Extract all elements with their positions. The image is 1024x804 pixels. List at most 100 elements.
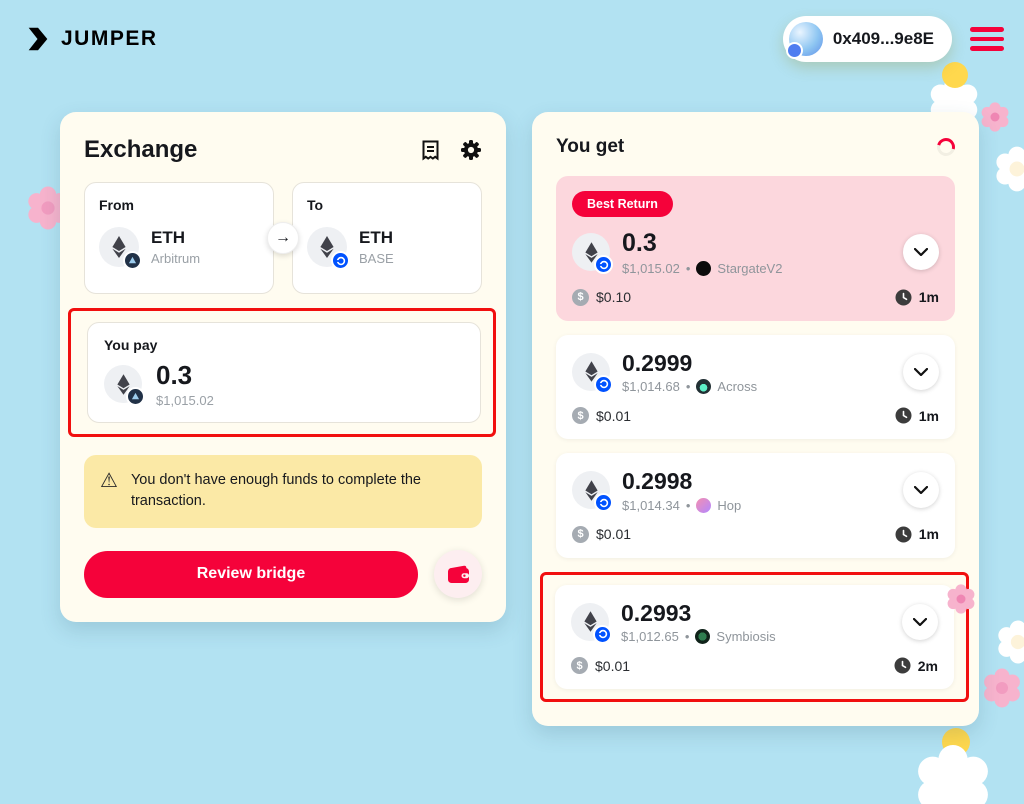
gas-fee-icon: $ [572, 407, 589, 425]
flower-decoration [996, 146, 1024, 192]
transaction-history-icon[interactable] [421, 140, 440, 161]
flower-decoration [947, 584, 975, 614]
duration-icon [895, 407, 912, 424]
menu-bar [970, 46, 1004, 51]
swap-direction-arrow[interactable]: → [267, 222, 299, 254]
arbitrum-chain-badge-icon [126, 387, 145, 407]
base-chain-badge-icon [594, 374, 613, 394]
provider-name: Across [717, 379, 758, 395]
you-pay-usd-value: $1,015.02 [156, 392, 214, 408]
duration-icon [894, 657, 911, 674]
gas-fee-icon: $ [572, 288, 589, 306]
you-pay-amount[interactable]: 0.3 [156, 360, 193, 390]
eth-token-icon [99, 227, 142, 270]
wallet-avatar-icon [785, 22, 823, 59]
gas-fee-value: $0.01 [596, 407, 632, 424]
flower-decoration [918, 744, 988, 804]
you-pay-input[interactable]: You pay 0.3 $1,015.02 [87, 322, 481, 423]
quote-amount: 0.2993 [621, 599, 692, 626]
expand-quote-button[interactable] [903, 234, 939, 271]
eth-token-icon [571, 602, 612, 644]
quote-amount: 0.2998 [622, 468, 693, 495]
to-token-symbol: ETH [359, 228, 393, 247]
you-pay-highlight-annotation: You pay 0.3 $1,015.02 [68, 308, 496, 437]
duration-value: 1m [918, 289, 939, 306]
you-pay-label: You pay [104, 337, 158, 353]
gas-fee-icon: $ [572, 525, 589, 543]
jumper-logo-text: JUMPER [61, 27, 158, 50]
duration-icon [895, 526, 912, 543]
top-bar: JUMPER 0x409...9e8E [0, 0, 1024, 78]
review-bridge-button[interactable]: Review bridge [84, 550, 418, 598]
refresh-spinner-icon [933, 134, 959, 160]
yellow-dot-decoration [942, 62, 968, 88]
quote-card[interactable]: 0.2999 $1,014.68 • Across $ $0.01 [556, 334, 955, 440]
to-token-selector[interactable]: To ETH BASE [292, 182, 482, 294]
exchange-card: Exchange From ETH [60, 112, 506, 623]
eth-token-icon [307, 227, 350, 270]
expand-quote-button[interactable] [903, 472, 939, 509]
to-label: To [307, 197, 324, 213]
base-chain-badge-icon [331, 251, 350, 270]
hop-icon [696, 497, 712, 513]
top-right-controls: 0x409...9e8E [782, 16, 1004, 62]
quote-usd-value: $1,014.68 [622, 379, 680, 395]
separator-dot: • [685, 379, 691, 395]
wallet-funds-button[interactable] [434, 550, 482, 599]
warning-text: You don't have enough funds to complete … [130, 471, 421, 510]
eth-token-icon [572, 233, 613, 275]
duration-icon [895, 289, 912, 306]
jumper-logo-icon [28, 27, 48, 51]
best-return-badge: Best Return [572, 191, 673, 217]
quotes-card: You get Best Return 0.3 $1,015.02 • Star… [532, 112, 979, 727]
quote-usd-value: $1,012.65 [621, 629, 679, 645]
quote-card[interactable]: 0.2993 $1,012.65 • Symbiosis $ [555, 584, 954, 690]
gas-fee-value: $0.10 [596, 289, 632, 306]
from-to-section: From ETH Arbitrum → To [84, 182, 482, 294]
warning-icon: ⚠ [100, 469, 118, 492]
flower-decoration [998, 620, 1024, 664]
you-get-title: You get [556, 136, 625, 157]
separator-dot: • [685, 260, 691, 276]
symbiosis-icon [695, 629, 711, 645]
expand-quote-button[interactable] [902, 603, 938, 640]
expand-quote-button[interactable] [903, 353, 939, 390]
menu-button[interactable] [970, 27, 1004, 51]
menu-bar [970, 27, 1004, 32]
eth-token-icon [572, 471, 613, 513]
quote-amount: 0.3 [622, 229, 657, 257]
eth-token-icon [104, 365, 145, 407]
wallet-address: 0x409...9e8E [832, 29, 934, 48]
wallet-button[interactable]: 0x409...9e8E [782, 16, 952, 62]
flower-decoration [981, 102, 1009, 132]
from-token-selector[interactable]: From ETH Arbitrum [84, 182, 274, 294]
separator-dot: • [685, 497, 691, 513]
wallet-icon [447, 565, 469, 583]
duration-value: 2m [917, 657, 938, 674]
exchange-title: Exchange [84, 136, 198, 163]
quote-card-best-return[interactable]: Best Return 0.3 $1,015.02 • StargateV2 [556, 176, 955, 321]
to-chain-name: BASE [359, 251, 394, 266]
menu-bar [970, 36, 1004, 42]
symbiosis-quote-highlight-annotation: 0.2993 $1,012.65 • Symbiosis $ [540, 571, 969, 703]
base-chain-badge-icon [594, 255, 613, 275]
jumper-logo[interactable]: JUMPER [24, 25, 158, 53]
base-chain-badge-icon [594, 493, 613, 513]
chevron-down-icon [914, 367, 928, 376]
from-token-symbol: ETH [151, 228, 185, 247]
stargate-icon [696, 260, 712, 276]
settings-icon[interactable] [460, 139, 482, 161]
chevron-down-icon [914, 248, 928, 257]
base-chain-badge-icon [593, 624, 612, 644]
chevron-down-icon [913, 617, 927, 626]
quote-card[interactable]: 0.2998 $1,014.34 • Hop $ $0.01 [556, 453, 955, 558]
arrow-right-icon: → [275, 229, 291, 246]
provider-name: Symbiosis [716, 629, 776, 645]
gas-fee-value: $0.01 [596, 526, 632, 543]
quote-amount: 0.2999 [622, 349, 693, 376]
quote-usd-value: $1,014.34 [622, 497, 680, 513]
duration-value: 1m [918, 526, 939, 543]
across-icon [696, 379, 712, 395]
chevron-down-icon [914, 486, 928, 495]
